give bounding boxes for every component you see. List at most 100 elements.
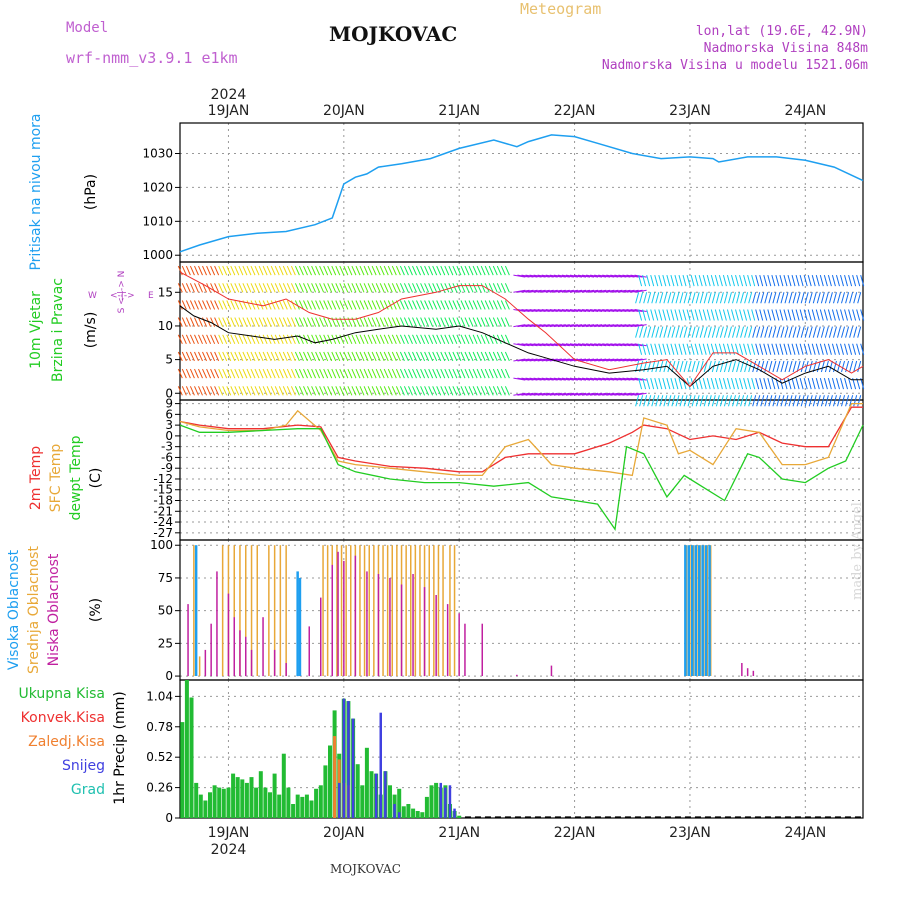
wind-arrow — [496, 351, 502, 362]
wind-arrow — [226, 334, 232, 344]
wind-arrow — [610, 392, 623, 396]
wind-arrow — [319, 317, 325, 327]
wind-arrow — [795, 343, 800, 355]
wind-gust-line — [179, 271, 864, 388]
wind-arrow — [630, 377, 643, 381]
snow-precip-bar — [379, 712, 382, 818]
mid-cloud-bar — [273, 545, 276, 676]
wind-arrow — [768, 395, 773, 407]
wind-arrow — [630, 308, 643, 312]
wind-arrow — [711, 326, 716, 338]
wind-arrow — [444, 368, 450, 379]
wind-arrow — [432, 300, 438, 310]
wind-arrow — [222, 368, 228, 379]
wind-arrow — [827, 343, 832, 355]
wind-arrow — [573, 324, 587, 328]
wind-arrow — [521, 289, 534, 293]
wind-arrow — [581, 289, 595, 293]
wind-arrow — [598, 343, 611, 347]
wind-arrow — [351, 351, 357, 362]
wind-arrow — [339, 265, 345, 276]
temp-line-2 — [179, 424, 864, 531]
wind-arrow — [286, 334, 292, 344]
time-label-bottom: 23JAN — [669, 825, 711, 841]
wind-arrow — [399, 317, 405, 327]
wind-arrow — [622, 392, 635, 396]
wind-arrow — [440, 334, 446, 344]
wind-arrow — [634, 289, 647, 293]
wind-arrow — [577, 324, 591, 328]
wind-arrow — [740, 292, 745, 304]
wind-arrow — [687, 360, 692, 373]
wind-arrow — [647, 326, 652, 338]
wind-arrow — [557, 274, 570, 278]
wind-arrow — [614, 324, 627, 328]
wind-arrow — [375, 317, 381, 327]
wind-arrow — [504, 386, 510, 396]
wind-arrow — [655, 360, 660, 373]
wind-arrow — [391, 386, 397, 396]
wind-arrow — [492, 334, 498, 344]
wind-arrow — [262, 351, 268, 362]
wind-arrow — [658, 377, 663, 390]
wind-arrow — [804, 326, 809, 338]
wind-arrow — [784, 360, 789, 373]
low-cloud-bar — [285, 663, 287, 677]
wind-arrow — [488, 386, 494, 396]
wind-arrow — [234, 317, 240, 327]
wind-arrow — [311, 265, 317, 276]
snow-precip-bar — [448, 785, 452, 818]
wind-arrow — [683, 292, 688, 304]
time-label-top: 21JAN — [438, 103, 480, 119]
wind-arrow — [811, 343, 816, 355]
wind-arrow — [464, 300, 470, 310]
wind-arrow — [602, 358, 615, 362]
total-precip-bar — [406, 804, 411, 818]
wind-arrow — [565, 358, 578, 362]
wind-arrow — [646, 377, 651, 390]
total-precip-bar — [424, 796, 429, 818]
wind-arrow — [456, 283, 462, 293]
wind-arrow — [472, 351, 478, 362]
wind-arrow — [371, 334, 377, 344]
wind-arrow — [545, 289, 558, 293]
wind-arrow — [537, 289, 550, 293]
y-tick-label: 25 — [158, 636, 173, 650]
wind-arrow — [488, 368, 494, 379]
wind-arrow — [598, 358, 611, 362]
mid-cloud-bar — [410, 545, 412, 676]
wind-arrow — [756, 326, 761, 338]
mid-cloud-bar — [359, 545, 361, 676]
wind-arrow — [561, 392, 574, 396]
wind-arrow — [732, 292, 736, 304]
wind-arrow — [622, 324, 635, 328]
wind-arrow — [266, 283, 272, 293]
wind-arrow — [210, 368, 216, 379]
wind-arrow — [650, 274, 655, 287]
wind-arrow — [460, 265, 466, 276]
wind-arrow — [254, 317, 260, 327]
wind-arrow — [841, 360, 846, 373]
wind-arrow — [590, 377, 603, 381]
wind-arrow — [642, 343, 647, 355]
wind-arrow — [286, 300, 292, 310]
wind-arrow — [286, 265, 292, 276]
wind-arrow — [687, 326, 692, 338]
wind-arrow — [835, 377, 840, 390]
wind-arrow — [274, 386, 280, 396]
model-name: wrf-nmm_v3.9.1 e1km — [66, 49, 238, 67]
wind-arrow — [416, 351, 422, 362]
wind-arrow — [634, 377, 647, 381]
wind-arrow — [581, 358, 595, 362]
total-precip-bar — [254, 787, 259, 818]
wind-arrow — [646, 343, 651, 355]
wind-arrow — [666, 343, 671, 355]
wind-arrow — [452, 265, 458, 276]
wind-arrow — [748, 395, 753, 407]
wind-arrow — [387, 334, 393, 344]
wind-arrow — [690, 309, 695, 321]
wind-arrow — [472, 386, 478, 396]
wind-arrow — [517, 392, 530, 396]
wind-arrow — [311, 283, 317, 293]
wind-arrow — [525, 308, 538, 312]
